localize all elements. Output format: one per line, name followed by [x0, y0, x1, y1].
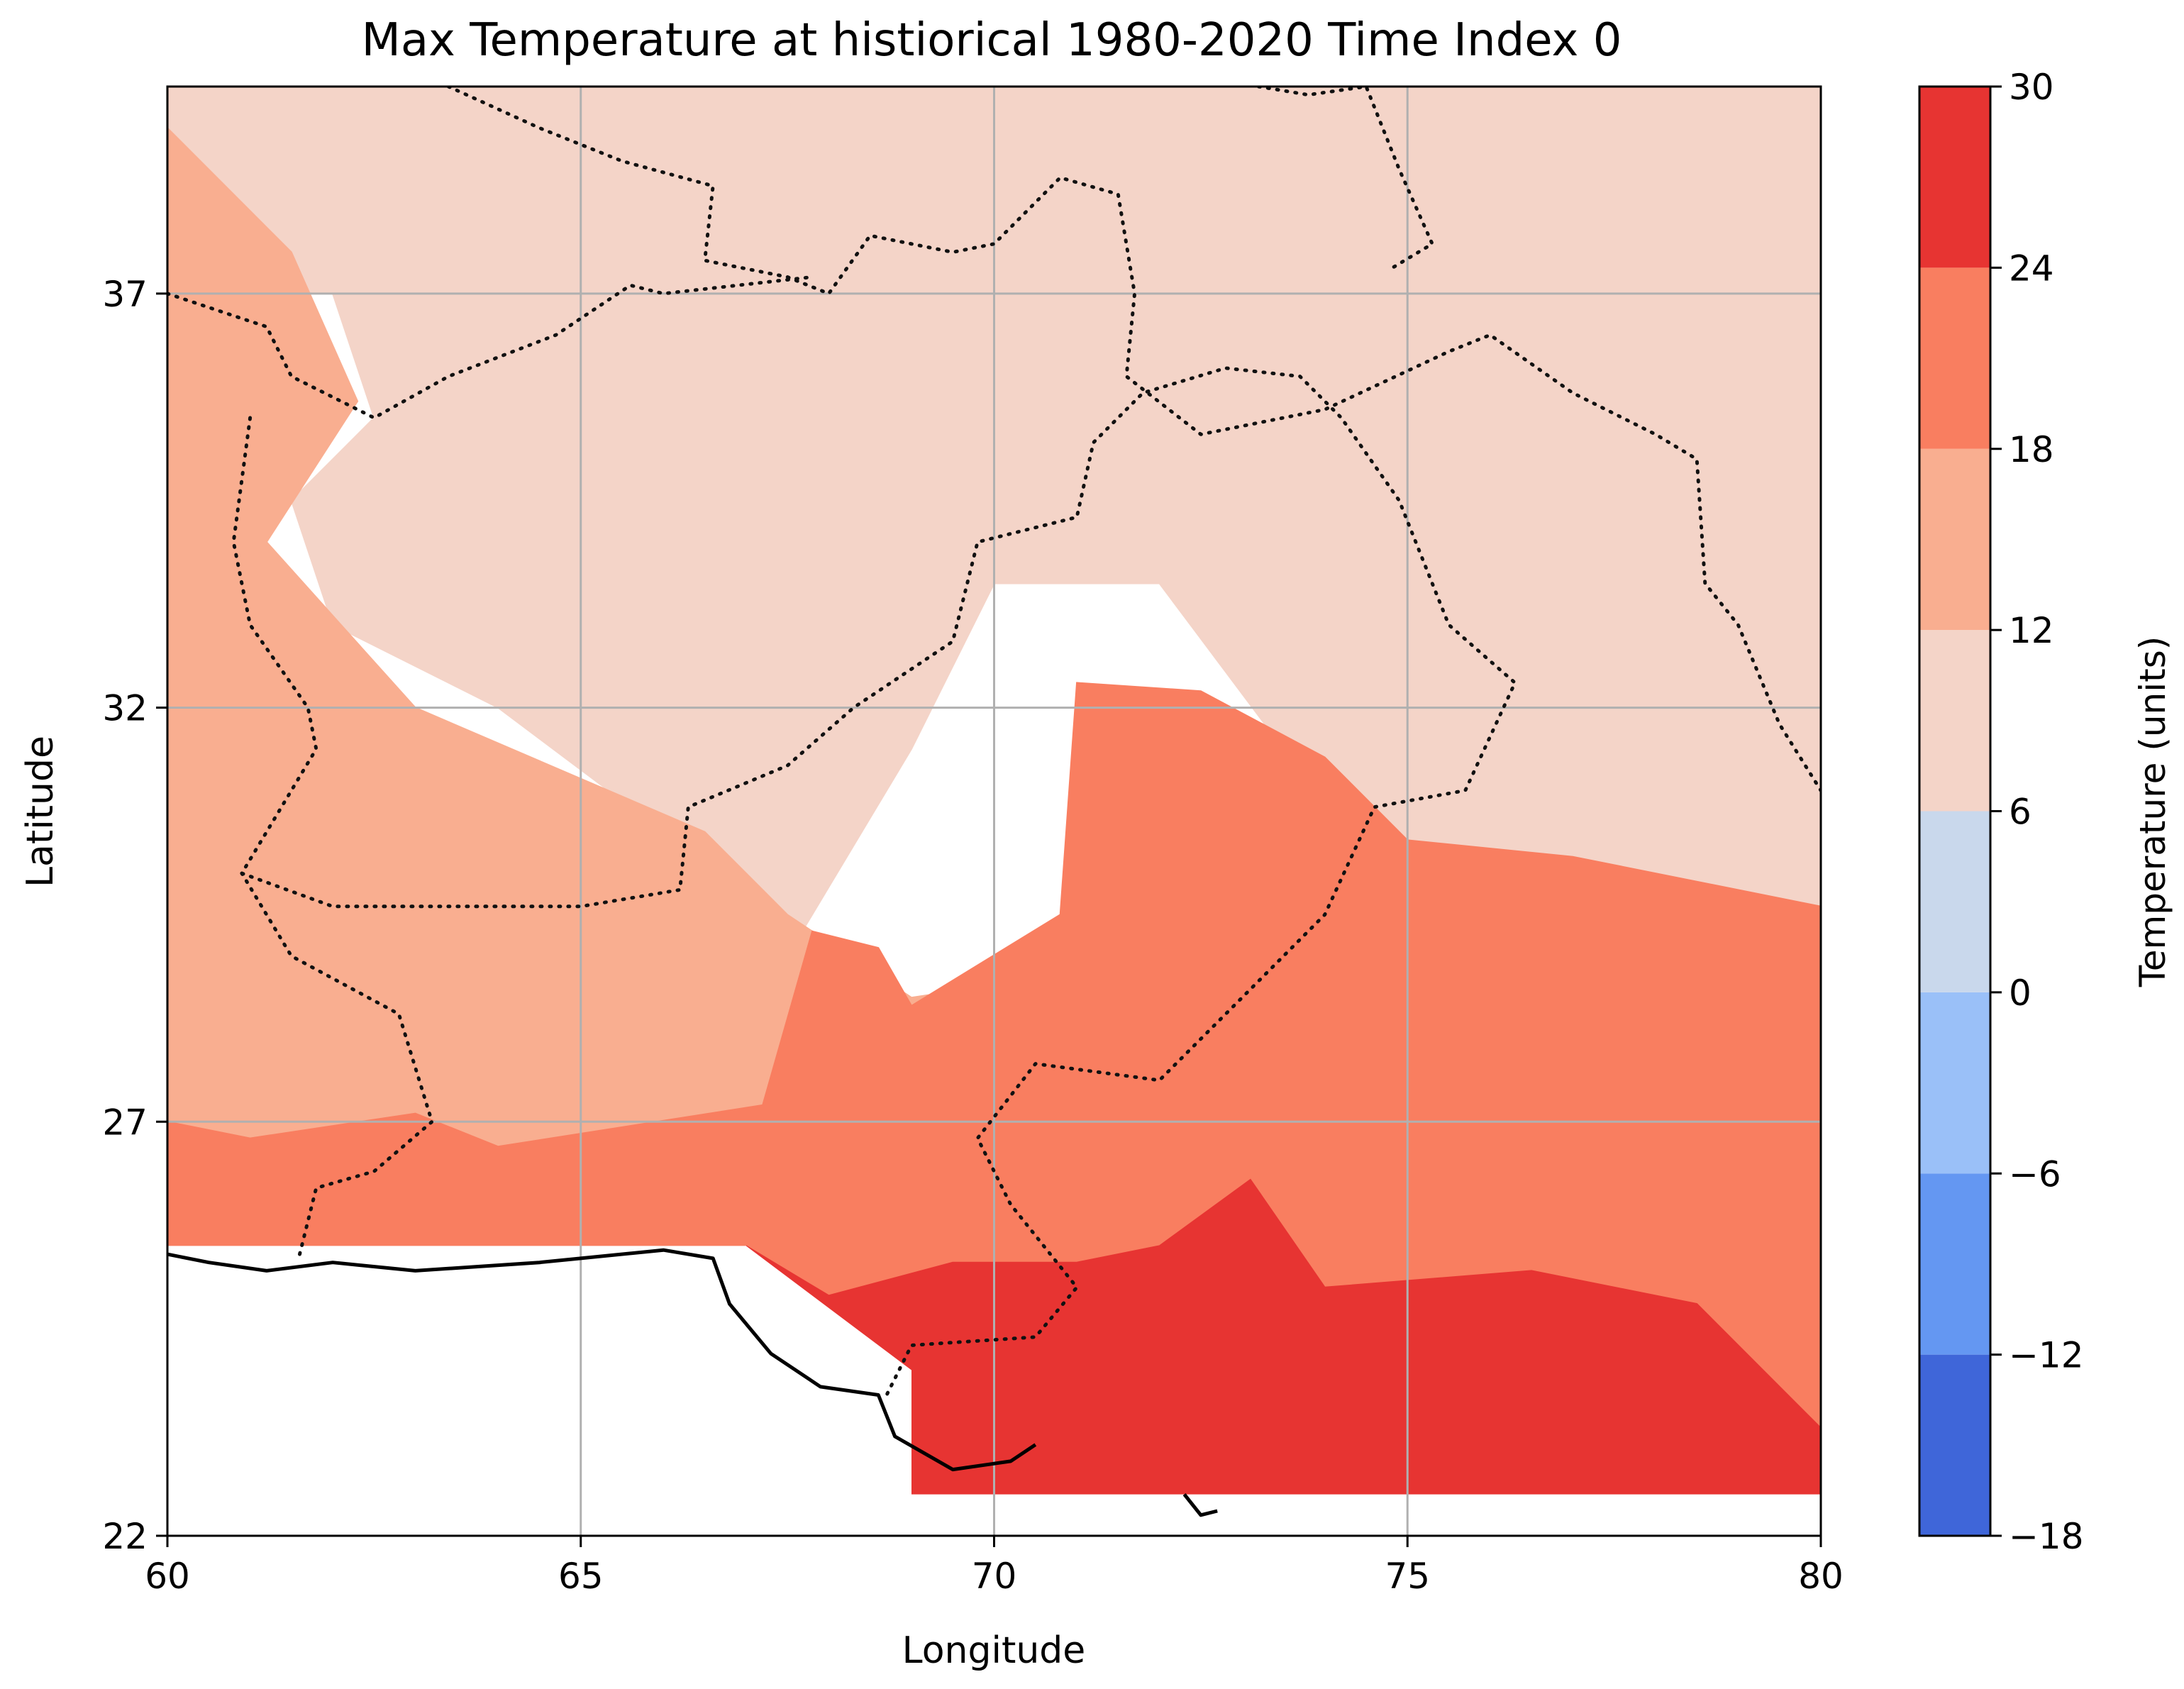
x-tick-label-1: 65	[558, 1556, 604, 1597]
border-line-2	[231, 366, 1517, 1397]
y-axis-label: Latitude	[19, 736, 62, 887]
x-tick-label-4: 80	[1798, 1556, 1844, 1597]
colorbar-tick-label-5: 12	[2009, 610, 2054, 651]
x-tick-label-0: 60	[145, 1556, 190, 1597]
colorbar-segment-3	[1919, 811, 1990, 992]
x-axis-ticks: 60 65 70 75 80	[145, 1536, 1844, 1597]
colorbar-tick-label-4: 6	[2009, 792, 2031, 833]
chart-title: Max Temperature at histiorical 1980-2020…	[362, 14, 1622, 67]
contour-band-7-region-0	[745, 1178, 1821, 1495]
colorbar-tick-label-6: 18	[2009, 429, 2054, 470]
x-tick-label-3: 75	[1385, 1556, 1430, 1597]
colorbar-segment-2	[1919, 992, 1990, 1174]
colorbar-tick-label-1: −12	[2009, 1335, 2084, 1376]
y-tick-label-2: 32	[102, 688, 148, 729]
colorbar-segment-1	[1919, 1173, 1990, 1355]
y-tick-label-1: 27	[102, 1102, 148, 1143]
colorbar-label: Temperature (units)	[2132, 636, 2173, 988]
coastline-0	[167, 1248, 1037, 1472]
colorbar-tick-label-0: −18	[2009, 1516, 2084, 1557]
border-line-1	[167, 275, 814, 420]
colorbar-segment-5	[1919, 448, 1990, 631]
colorbar-tick-label-7: 24	[2009, 248, 2054, 289]
colorbar-tick-label-2: −6	[2009, 1153, 2061, 1195]
colorbar-tick-label-8: 30	[2009, 67, 2054, 108]
coastline-1	[1182, 1493, 1218, 1517]
border-line-0	[446, 87, 1821, 792]
country-borders	[167, 87, 1821, 1397]
colorbar-segment-6	[1919, 267, 1990, 449]
border-line-3	[240, 871, 434, 1256]
y-tick-label-3: 37	[102, 274, 148, 315]
border-line-4	[1257, 87, 1434, 271]
plot-area	[167, 87, 1821, 1536]
colorbar-tick-label-3: 0	[2009, 973, 2031, 1014]
colorbar-segment-7	[1919, 87, 1990, 268]
x-tick-label-2: 70	[972, 1556, 1017, 1597]
x-axis-label: Longitude	[902, 1629, 1086, 1672]
y-axis-ticks: 22 27 32 37	[102, 274, 167, 1557]
colorbar: −18 −12 −6 0 6 12 18 24 30	[1918, 67, 2084, 1557]
colorbar-segment-4	[1919, 630, 1990, 812]
gridlines	[167, 87, 1821, 1536]
colorbar-segment-0	[1919, 1354, 1990, 1536]
y-tick-label-0: 22	[102, 1516, 148, 1557]
coastlines	[167, 1248, 1218, 1517]
